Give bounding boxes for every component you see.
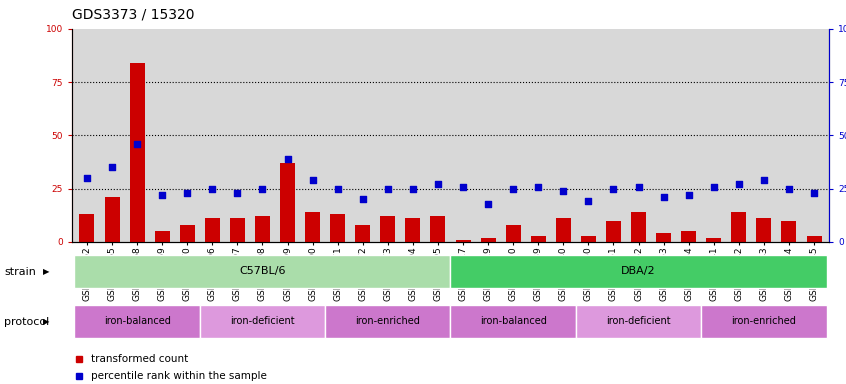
Bar: [200, 305, 325, 338]
Text: DBA/2: DBA/2: [621, 266, 656, 276]
Bar: [656, 233, 671, 242]
Point: [281, 156, 294, 162]
Bar: [179, 225, 195, 242]
Point: [481, 200, 495, 207]
Point: [406, 185, 420, 192]
Bar: [706, 238, 722, 242]
Text: strain: strain: [4, 266, 36, 277]
Text: ▶: ▶: [43, 267, 50, 276]
Bar: [576, 305, 701, 338]
Point: [656, 194, 670, 200]
Bar: [731, 212, 746, 242]
Bar: [581, 235, 596, 242]
Point: [331, 185, 344, 192]
Text: C57BL/6: C57BL/6: [239, 266, 286, 276]
Bar: [74, 305, 200, 338]
Bar: [129, 63, 145, 242]
Bar: [325, 305, 450, 338]
Bar: [105, 197, 119, 242]
Text: iron-deficient: iron-deficient: [607, 316, 671, 326]
Bar: [80, 214, 95, 242]
Bar: [431, 216, 446, 242]
Bar: [74, 255, 450, 288]
Text: iron-enriched: iron-enriched: [355, 316, 420, 326]
Bar: [506, 225, 520, 242]
Bar: [481, 238, 496, 242]
Point: [732, 181, 745, 187]
Bar: [455, 240, 470, 242]
Bar: [405, 218, 420, 242]
Point: [180, 190, 194, 196]
Point: [306, 177, 320, 183]
Point: [105, 164, 118, 170]
Bar: [355, 225, 371, 242]
Point: [807, 190, 821, 196]
Point: [632, 184, 645, 190]
Point: [231, 190, 244, 196]
Bar: [556, 218, 571, 242]
Point: [431, 181, 445, 187]
Point: [356, 196, 370, 202]
Text: transformed count: transformed count: [91, 354, 188, 364]
Point: [206, 185, 219, 192]
Text: iron-balanced: iron-balanced: [480, 316, 547, 326]
Point: [255, 185, 269, 192]
Point: [130, 141, 144, 147]
Text: iron-balanced: iron-balanced: [104, 316, 171, 326]
Point: [557, 188, 570, 194]
Point: [581, 199, 595, 205]
Point: [531, 184, 545, 190]
Bar: [330, 214, 345, 242]
Text: iron-deficient: iron-deficient: [230, 316, 294, 326]
Point: [607, 185, 620, 192]
Point: [381, 185, 394, 192]
Point: [156, 192, 169, 198]
Point: [783, 185, 796, 192]
Bar: [530, 235, 546, 242]
Bar: [230, 218, 244, 242]
Text: iron-enriched: iron-enriched: [732, 316, 796, 326]
Point: [80, 175, 94, 181]
Bar: [205, 218, 220, 242]
Bar: [681, 231, 696, 242]
Text: GDS3373 / 15320: GDS3373 / 15320: [72, 7, 195, 21]
Point: [507, 185, 520, 192]
Bar: [280, 163, 295, 242]
Text: protocol: protocol: [4, 316, 49, 327]
Bar: [701, 305, 827, 338]
Bar: [606, 220, 621, 242]
Bar: [450, 305, 576, 338]
Bar: [305, 212, 320, 242]
Bar: [782, 220, 796, 242]
Point: [456, 184, 470, 190]
Bar: [450, 255, 827, 288]
Bar: [631, 212, 646, 242]
Bar: [255, 216, 270, 242]
Bar: [806, 235, 821, 242]
Bar: [756, 218, 772, 242]
Bar: [381, 216, 395, 242]
Text: percentile rank within the sample: percentile rank within the sample: [91, 371, 266, 381]
Point: [757, 177, 771, 183]
Point: [707, 184, 721, 190]
Bar: [155, 231, 170, 242]
Text: ▶: ▶: [43, 317, 50, 326]
Point: [682, 192, 695, 198]
